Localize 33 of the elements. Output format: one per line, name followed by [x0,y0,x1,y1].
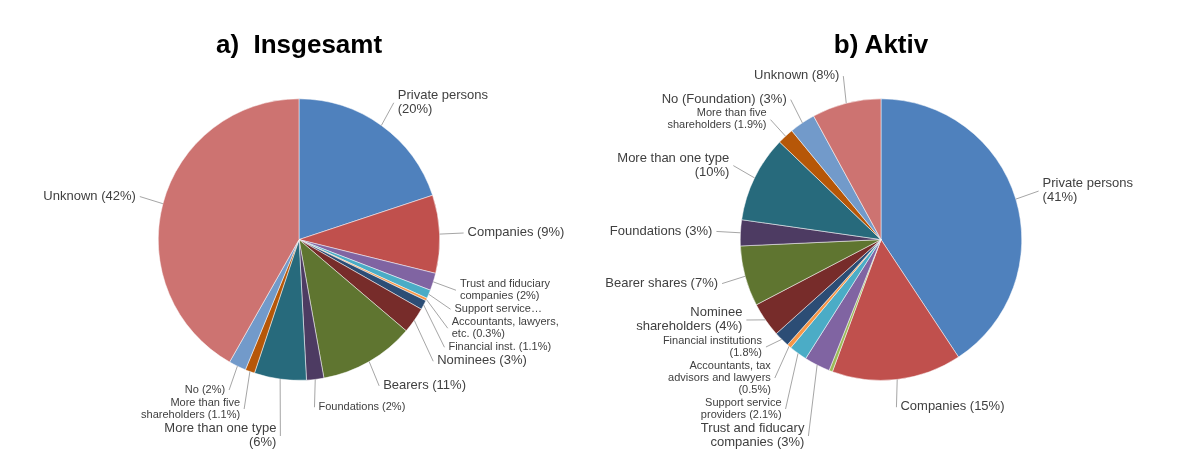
data-label: (20%) [397,100,433,116]
slice-label: No (2%) [184,382,226,395]
slice-label: Trust and fiduciary companies (2%) [459,276,551,301]
chart-title: b) Aktiv [833,28,929,59]
slice-label: More than five shareholders (1.9%) [667,106,767,131]
slice-label: Support service providers (2.1%) [700,395,782,420]
data-label: (0.5%) [738,382,771,395]
slice-label: Bearers (11%) [383,376,466,392]
slice-label: Accountants, lawyers, etc. (0.3%) [451,314,559,339]
slice-label: Foundations (2%) [318,399,406,412]
slice-label: Unknown (42%) [43,187,136,203]
slice-label: More than five shareholders (1.1%) [141,395,241,420]
slice-label: Nominees (3%) [437,352,527,368]
slice-label: No (Foundation) (3%) [661,90,787,106]
slice-label: Trust and fiducary companies (3%) [700,420,805,450]
slice-label: Support service… [454,301,542,314]
slice-label: More than one type [164,420,277,436]
slice-label: Financial institutions [662,333,763,346]
slice-label: Private persons [1042,175,1134,191]
slice-label: Accountants, tax advisors and lawyers [668,358,772,383]
slice-label: Companies (15%) [900,398,1005,414]
data-label: (6%) [248,434,277,450]
slice-label: Financial inst. (1.1%) [448,339,552,352]
slice-label: Unknown (8%) [754,67,840,83]
slice-label: Private persons [397,86,489,102]
data-label: (1.8%) [729,345,762,358]
slice-label: More than one type [617,149,730,165]
slice-label: Companies (9%) [467,224,565,240]
chart-title: a) Insgesamt [215,28,383,59]
slice-label: Nominee shareholders (4%) [636,304,743,334]
slice-label: Bearer shares (7%) [605,274,719,290]
slice-label: Foundations (3%) [609,222,713,238]
data-label: (41%) [1042,189,1078,205]
